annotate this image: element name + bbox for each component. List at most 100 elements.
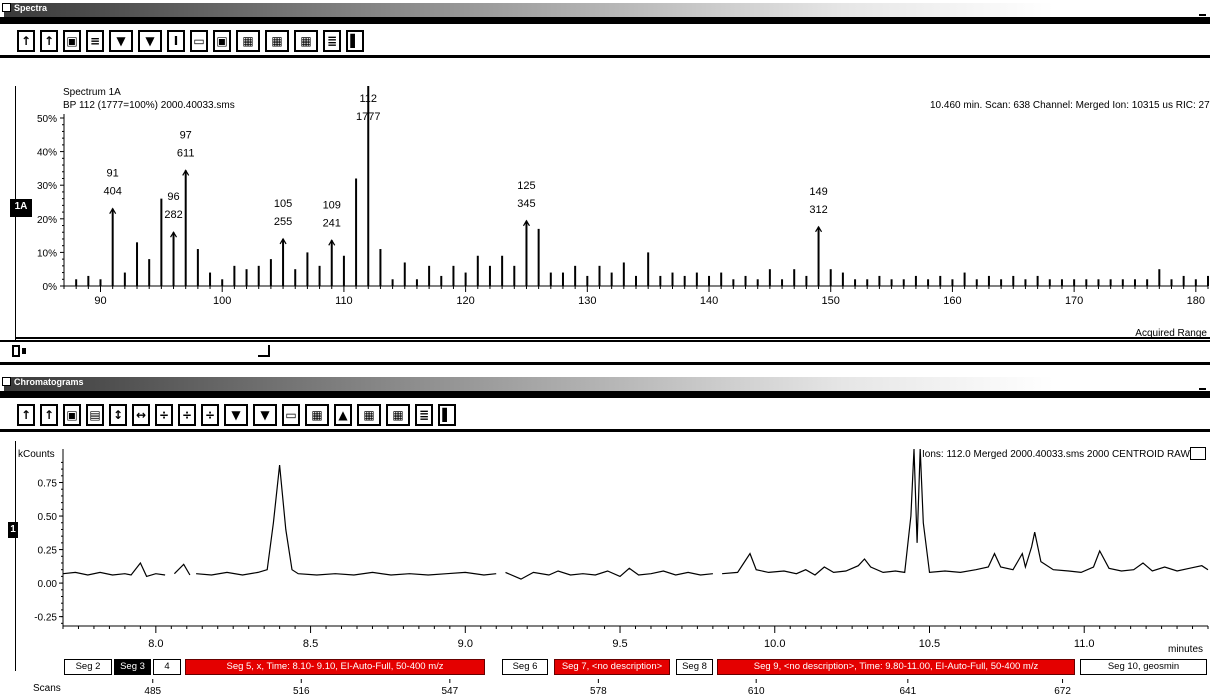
- chromatogram-chart: -0.25 0.00 0.25 0.50 0.75 8.0 8.5 9.0 9.5 10.0 10.…: [34, 448, 1209, 650]
- chromatogram-ion-info: Ions: 112.0 Merged 2000.40033.sms 2000 C…: [922, 449, 1190, 460]
- chromatogram-trace-line: [62, 448, 1209, 580]
- segment-7[interactable]: Seg 8: [676, 659, 713, 675]
- segment-3[interactable]: 4: [153, 659, 181, 675]
- spectrum-y-tick-label: 20%: [37, 215, 57, 226]
- spectrum-peak-mz-label: 125: [517, 180, 535, 192]
- spectra-tool-button-2[interactable]: ↑: [40, 30, 58, 52]
- spectrum-y-tick-label: 30%: [37, 181, 57, 192]
- spectra-tool-button-10[interactable]: ▦: [236, 30, 260, 52]
- spectrum-peak-intensity-label: 312: [809, 204, 827, 216]
- segment-8[interactable]: Seg 9, <no description>, Time: 9.80-11.0…: [717, 659, 1075, 675]
- spectra-tool-button-1[interactable]: ↑: [17, 30, 35, 52]
- spectrum-title: Spectrum 1A: [63, 87, 121, 98]
- chromatogram-x-tick-label: 9.0: [458, 638, 473, 650]
- chromatogram-tool-button-4[interactable]: ▤: [86, 404, 104, 426]
- chromatogram-tool-button-10[interactable]: ▼: [224, 404, 248, 426]
- chromatogram-x-tick-label: 11.0: [1074, 638, 1095, 650]
- spectra-tool-button-4[interactable]: ≡: [86, 30, 104, 52]
- chromatogram-tool-button-7[interactable]: ÷: [155, 404, 173, 426]
- spectra-tool-button-8[interactable]: ▭: [190, 30, 208, 52]
- chromatogram-tool-button-13[interactable]: ▦: [305, 404, 329, 426]
- scroll-thumb-start-icon: [22, 348, 26, 354]
- scan-tick-label: 641: [899, 686, 916, 695]
- chromatogram-y-tick-label: 0.50: [38, 512, 58, 523]
- spectrum-peak-mz-label: 112: [359, 93, 377, 105]
- chromatogram-tool-button-15[interactable]: ▦: [357, 404, 381, 426]
- spectrum-scan-info: 10.460 min. Scan: 638 Channel: Merged Io…: [930, 100, 1210, 111]
- chromatogram-tool-button-1[interactable]: ↑: [17, 404, 35, 426]
- spectrum-peak-arrow-icon: [815, 225, 823, 233]
- scan-tick-label: 516: [293, 686, 310, 695]
- chromatogram-tool-button-17[interactable]: ≣: [415, 404, 433, 426]
- chromatogram-minimize-button[interactable]: [1199, 388, 1206, 390]
- chromatogram-title-rule: [0, 391, 1210, 398]
- segment-4[interactable]: Seg 5, x, Time: 8.10- 9.10, EI-Auto-Full…: [185, 659, 485, 675]
- segment-1[interactable]: Seg 2: [64, 659, 112, 675]
- spectra-toolbar-rule: [0, 55, 1210, 58]
- spectrum-peak-mz-label: 105: [274, 198, 292, 210]
- chromatogram-x-unit: minutes: [1168, 644, 1204, 655]
- spectrum-x-tick-label: 170: [1065, 295, 1083, 307]
- spectra-tool-button-11[interactable]: ▦: [265, 30, 289, 52]
- scan-axis: 485 516 547 578 610 641 672: [0, 679, 1210, 695]
- spectrum-peak-intensity-label: 282: [164, 209, 182, 221]
- chromatogram-tool-button-8[interactable]: ÷: [178, 404, 196, 426]
- chromatogram-tool-button-11[interactable]: ▼: [253, 404, 277, 426]
- chromatogram-tool-button-18[interactable]: ▌: [438, 404, 456, 426]
- spectra-tool-button-12[interactable]: ▦: [294, 30, 318, 52]
- spectrum-x-tick-label: 120: [456, 295, 474, 307]
- chromatogram-overlay-toggle-icon[interactable]: [1190, 447, 1206, 460]
- chromatogram-toolbar: ↑ ↑ ▣ ▤ ↕ ↔ ÷ ÷ ÷ ▼ ▼ ▭ ▦ ▲ ▦ ▦ ≣ ▌: [0, 398, 1210, 432]
- chromatogram-x-tick-label: 10.5: [919, 638, 940, 650]
- chromatogram-window-menu-icon[interactable]: [2, 377, 11, 386]
- chromatogram-y-tick-label: 0.75: [38, 479, 58, 490]
- spectrum-peak-mz-label: 91: [107, 168, 119, 180]
- spectra-title-gradient: [4, 3, 1054, 17]
- segment-2[interactable]: Seg 3: [114, 659, 151, 675]
- chromatogram-y-tick-label: 0.25: [38, 546, 58, 557]
- chromatogram-tool-button-6[interactable]: ↔: [132, 404, 150, 426]
- chromatogram-tool-button-3[interactable]: ▣: [63, 404, 81, 426]
- chromatogram-tool-button-2[interactable]: ↑: [40, 404, 58, 426]
- chromatogram-panel: 1 kCounts Ions: 112.0 Merged 2000.40033.…: [0, 441, 1210, 695]
- spectrum-x-tick-label: 110: [335, 295, 353, 307]
- chromatogram-tab-1[interactable]: 1: [8, 522, 18, 538]
- spectrum-peak-mz-label: 96: [167, 191, 179, 203]
- spectrum-peak-arrow-icon: [328, 239, 336, 246]
- spectrum-peak-intensity-label: 611: [177, 147, 195, 159]
- chromatogram-tool-button-14[interactable]: ▲: [334, 404, 352, 426]
- spectrum-peak-intensity-label: 241: [323, 217, 341, 229]
- spectrum-peak-intensity-label: 1777: [356, 111, 380, 123]
- spectra-title-rule: [0, 17, 1210, 24]
- segment-5[interactable]: Seg 6: [502, 659, 548, 675]
- spectrum-scrollbar[interactable]: [0, 340, 1210, 366]
- spectra-tool-button-7[interactable]: I: [167, 30, 185, 52]
- spectra-tool-button-5[interactable]: ▼: [109, 30, 133, 52]
- scroll-range-marker[interactable]: [268, 345, 270, 357]
- spectra-tool-button-9[interactable]: ▣: [213, 30, 231, 52]
- chromatogram-x-tick-label: 10.0: [764, 638, 785, 650]
- spectrum-tab-1a[interactable]: 1A: [10, 199, 32, 217]
- chromatogram-x-tick-label: 8.5: [303, 638, 318, 650]
- spectrum-x-tick-label: 130: [578, 295, 596, 307]
- scroll-left-arrow-icon[interactable]: [12, 345, 20, 357]
- segment-9[interactable]: Seg 10, geosmin: [1080, 659, 1207, 675]
- spectrum-chart: 0% 10% 20% 30% 40% 50% 90 100 110 120 130 140 150 160…: [16, 86, 1210, 339]
- chromatogram-tool-button-9[interactable]: ÷: [201, 404, 219, 426]
- spectra-tool-button-13[interactable]: ≣: [323, 30, 341, 52]
- scans-label: Scans: [33, 683, 61, 694]
- spectra-tool-button-6[interactable]: ▼: [138, 30, 162, 52]
- chromatogram-tool-button-5[interactable]: ↕: [109, 404, 127, 426]
- scan-tick-label: 610: [748, 686, 765, 695]
- spectra-minimize-button[interactable]: [1199, 14, 1206, 16]
- spectrum-x-tick-label: 150: [822, 295, 840, 307]
- spectra-window-menu-icon[interactable]: [2, 3, 11, 12]
- chromatogram-tool-button-16[interactable]: ▦: [386, 404, 410, 426]
- segment-6[interactable]: Seg 7, <no description>: [554, 659, 670, 675]
- spectra-tool-button-3[interactable]: ▣: [63, 30, 81, 52]
- chromatogram-tool-button-12[interactable]: ▭: [282, 404, 300, 426]
- spectrum-peak-mz-label: 109: [323, 199, 341, 211]
- spectrum-panel: 1A Spectrum 1A BP 112 (1777=100%) 2000.4…: [0, 86, 1210, 340]
- chromatogram-y-tick-label: -0.25: [34, 613, 57, 624]
- spectra-tool-button-14[interactable]: ▌: [346, 30, 364, 52]
